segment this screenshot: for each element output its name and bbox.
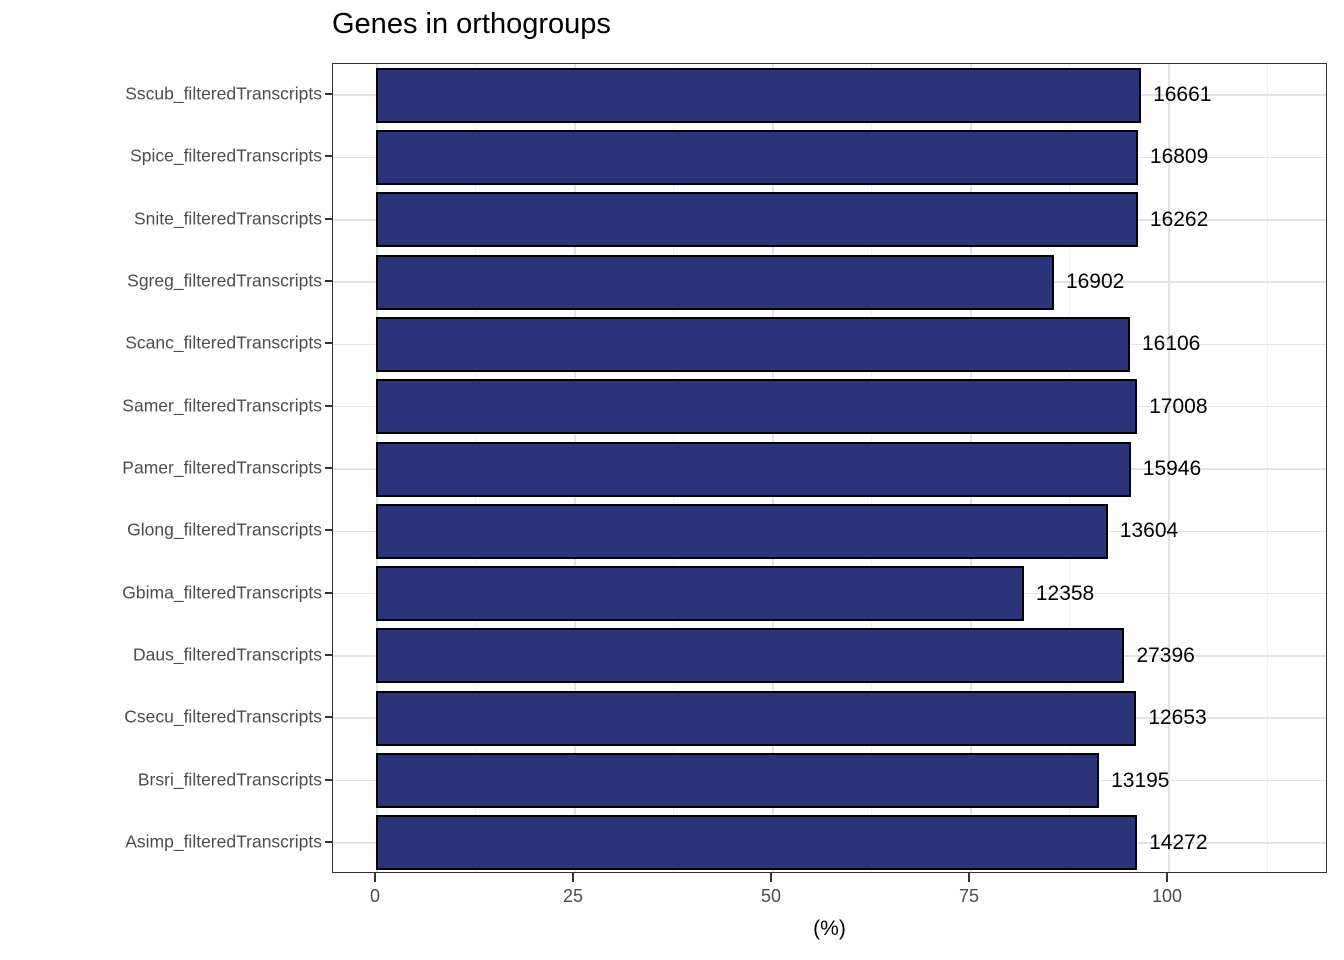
bar-value-label: 13195 (1111, 768, 1170, 792)
grid-minor-vline (1267, 64, 1268, 872)
y-axis-tick (325, 280, 332, 283)
bar-value-label: 27396 (1136, 643, 1195, 667)
y-axis-label: Brsri_filteredTranscripts (137, 769, 322, 790)
x-axis-tick-label: 25 (562, 886, 584, 906)
y-axis-tick (325, 155, 332, 158)
bar (376, 628, 1125, 684)
y-axis-tick (325, 840, 332, 843)
bar-value-label: 15946 (1142, 457, 1202, 480)
x-axis-tick (374, 873, 376, 882)
x-axis-tick-label: 100 (1151, 886, 1183, 906)
grid-major-vline (1168, 64, 1170, 872)
y-axis-label: Pamer_filteredTranscripts (122, 457, 322, 478)
plot-panel: 16661 16809 16262 16902 16106 17008 15946 13604… (332, 63, 1327, 873)
y-axis-tick (325, 342, 332, 345)
y-axis-tick (325, 217, 332, 220)
y-axis-tick (325, 716, 332, 719)
x-axis-tick (770, 873, 772, 882)
x-axis-tick (572, 873, 574, 882)
y-axis-label: Snite_filteredTranscripts (133, 208, 322, 229)
y-axis-label: Sscub_filteredTranscripts (125, 83, 322, 104)
bar-value-label: 13604 (1119, 519, 1179, 543)
bar (376, 67, 1142, 123)
bar (376, 566, 1024, 622)
y-axis-tick (325, 591, 332, 594)
y-axis-tick (325, 653, 332, 656)
bar (376, 815, 1138, 871)
bar-value-label: 12358 (1035, 581, 1095, 605)
y-axis-tick (325, 93, 332, 96)
bar (376, 192, 1138, 248)
bar-value-label: 16262 (1149, 207, 1209, 231)
bar (376, 379, 1138, 435)
y-axis-tick (325, 529, 332, 532)
y-axis-label: Sgreg_filteredTranscripts (127, 270, 322, 291)
chart-title: Genes in orthogroups (332, 8, 611, 40)
y-axis-label: Spice_filteredTranscripts (130, 145, 322, 166)
y-axis-label: Scanc_filteredTranscripts (125, 332, 322, 353)
bar (376, 690, 1137, 746)
bar (376, 129, 1138, 185)
x-axis-tick-label: 75 (958, 886, 980, 906)
bar-value-label: 16661 (1153, 83, 1212, 107)
bar-value-label: 16902 (1065, 270, 1125, 294)
bar-value-label: 17008 (1149, 394, 1208, 418)
bar (376, 316, 1130, 372)
y-axis-tick (325, 778, 332, 781)
bar (376, 441, 1131, 497)
bar (376, 503, 1108, 559)
x-axis-tick (1166, 873, 1168, 882)
y-axis-label: Glong_filteredTranscripts (127, 519, 322, 540)
bar-value-label: 16106 (1141, 332, 1201, 356)
y-axis-label: Csecu_filteredTranscripts (124, 706, 322, 727)
bar (376, 753, 1100, 809)
bar-value-label: 14272 (1149, 830, 1208, 854)
x-axis-tick-label: 0 (369, 886, 381, 906)
y-axis-tick (325, 467, 332, 469)
bar (376, 254, 1054, 310)
x-axis-tick-label: 50 (760, 886, 782, 906)
y-axis-label: Daus_filteredTranscripts (132, 644, 322, 665)
y-axis-label: Gbima_filteredTranscripts (122, 582, 322, 603)
x-axis-title: (%) (813, 917, 846, 940)
x-axis-tick (968, 873, 970, 882)
bar-value-label: 16809 (1149, 145, 1209, 169)
bar-value-label: 12653 (1148, 706, 1207, 730)
y-axis-label: Asimp_filteredTranscripts (125, 831, 322, 852)
y-axis-label: Samer_filteredTranscripts (122, 395, 322, 416)
y-axis-tick (325, 404, 332, 407)
